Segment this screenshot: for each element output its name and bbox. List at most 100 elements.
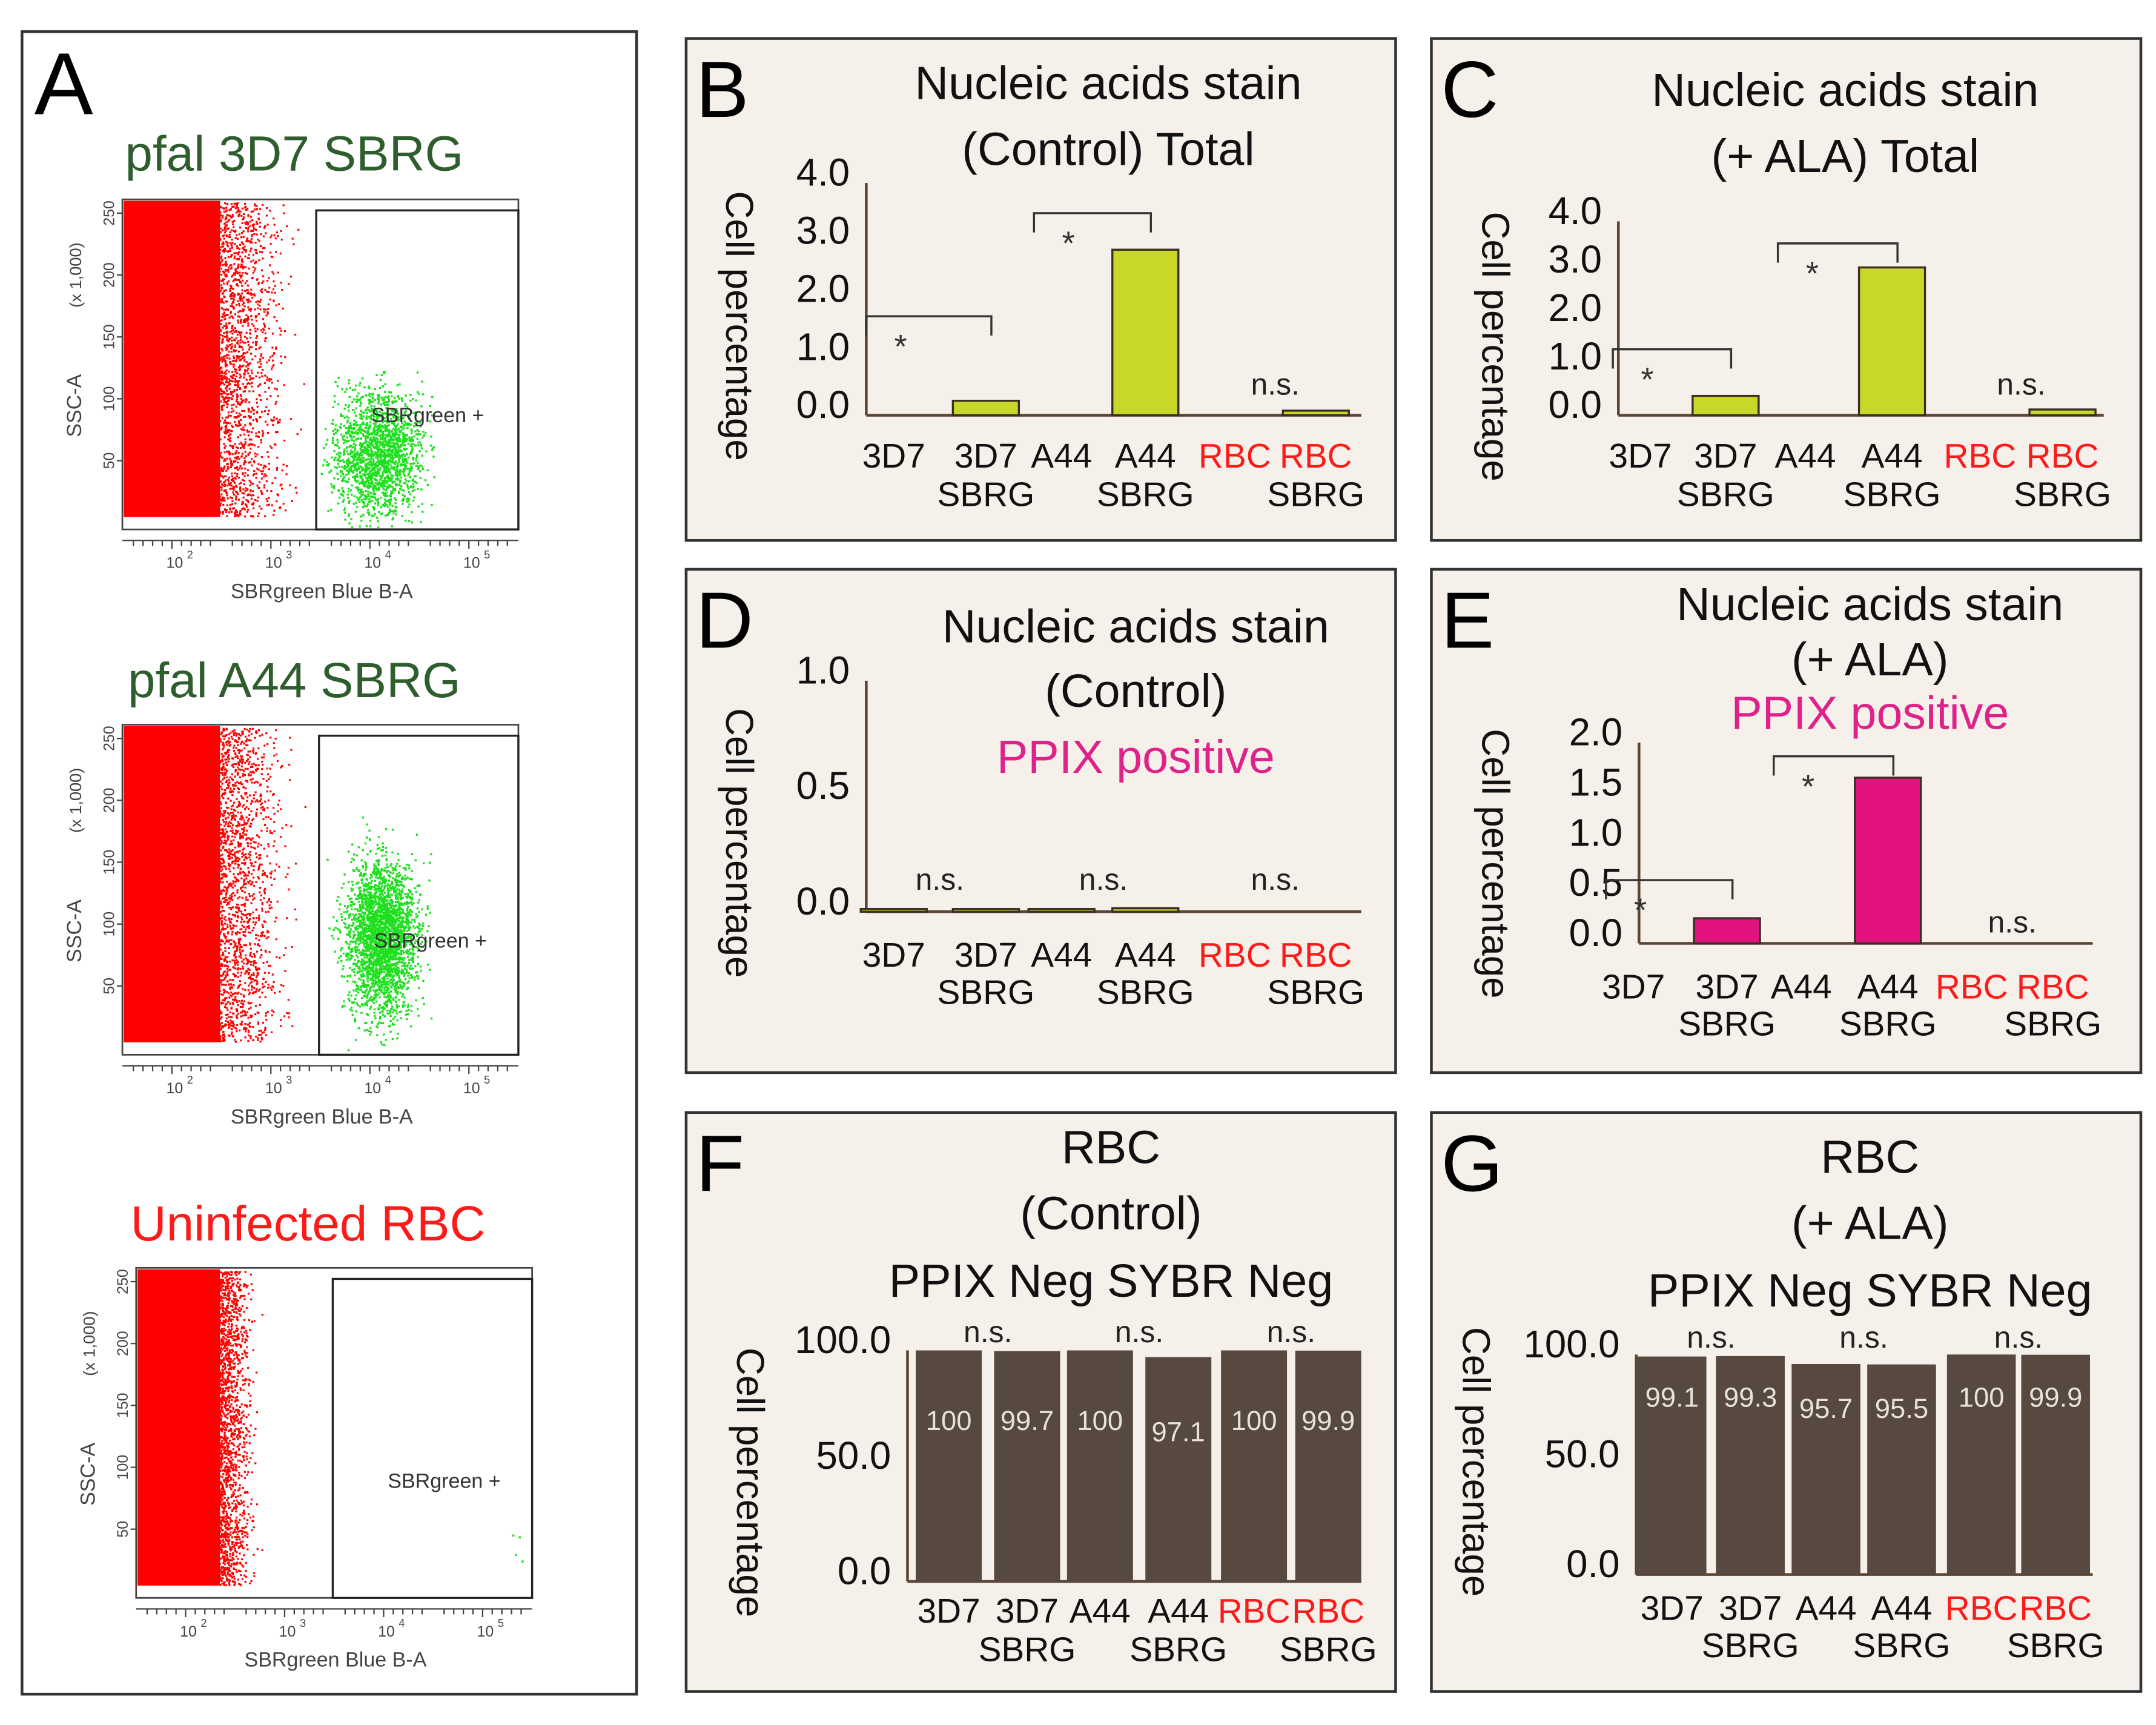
- chart-title-line: (+ ALA): [1791, 1197, 1949, 1250]
- flow-plot: pfal A44 SBRG SBRgreen + 250 200 150 100 50 SSC…: [63, 653, 520, 1128]
- significance-bracket: [1033, 212, 1152, 233]
- y-tick-label: 200: [101, 262, 117, 288]
- significance-marker: n.s.: [1267, 1315, 1315, 1349]
- category-label: 3D7: [862, 936, 925, 975]
- category-label: RBC: [1199, 936, 1271, 975]
- significance-marker: *: [1634, 892, 1647, 929]
- y-tick-label: 1.5: [1569, 761, 1622, 804]
- y-axis-label: Cell percentage: [718, 191, 761, 460]
- y-tick-label: 0.5: [1569, 861, 1622, 904]
- y-tick-label: 200: [114, 1331, 131, 1356]
- y-tick-label: 3.0: [796, 209, 850, 252]
- bar: [994, 1351, 1060, 1581]
- panel-letter: E: [1441, 575, 1494, 664]
- category-label: RBC: [1199, 437, 1271, 475]
- category-label: A44: [1796, 1590, 1857, 1628]
- category-label: 3D7: [996, 1592, 1059, 1631]
- x-tick-exponent: 4: [398, 1617, 405, 1629]
- significance-marker: n.s.: [1997, 368, 2046, 402]
- significance-marker: *: [1806, 255, 1819, 292]
- panel-letter: F: [696, 1119, 744, 1208]
- y-tick-label: 150: [101, 850, 117, 875]
- y-tick-label: 50: [114, 1521, 131, 1538]
- y-tick-label: 2.0: [1549, 286, 1602, 329]
- bar: [2028, 408, 2097, 417]
- significance-marker: n.s.: [1079, 862, 1128, 896]
- y-axis-label: SSC-A: [63, 374, 86, 437]
- y-tick-label: 150: [114, 1393, 131, 1419]
- flow-plot-title: pfal A44 SBRG: [128, 653, 461, 708]
- bar-chart: E Nucleic acids stain(+ ALA)PPIX positive…: [1441, 575, 2101, 1044]
- chart-subtitle-ppix: PPIX positive: [997, 731, 1275, 783]
- y-tick-label: 100.0: [795, 1319, 891, 1362]
- bar-value-label: 100: [1231, 1405, 1277, 1436]
- category-label: A44: [1862, 437, 1923, 475]
- flow-plot-title: pfal 3D7 SBRG: [125, 127, 464, 182]
- bar: [1693, 917, 1761, 945]
- bar: [1638, 1356, 1707, 1575]
- significance-marker: n.s.: [1115, 1315, 1164, 1349]
- bar: [1867, 1364, 1936, 1575]
- x-tick-label: 10: [463, 1080, 480, 1097]
- category-label-line2: SBRG: [1678, 1005, 1776, 1044]
- y-axis-label: Cell percentage: [1455, 1327, 1498, 1597]
- category-label-line2: SBRG: [1097, 973, 1194, 1011]
- y-tick-label: 0.0: [1549, 383, 1602, 426]
- significance-marker: *: [894, 328, 907, 365]
- x-axis-label: SBRgreen Blue B-A: [231, 580, 413, 603]
- panel-e-chart: E Nucleic acids stain (+ ALA) PPIX positive…: [1430, 568, 2143, 1074]
- x-tick-exponent: 4: [385, 549, 391, 561]
- bar-chart: G RBC (+ ALA) PPIX Neg SYBR Neg Cell percent…: [1441, 1119, 2104, 1665]
- y-tick-label: 50.0: [816, 1434, 891, 1477]
- significance-bracket: [865, 315, 993, 336]
- y-tick-label: 250: [114, 1269, 131, 1294]
- y-tick-label: 100: [101, 912, 117, 937]
- x-tick-label: 10: [477, 1623, 494, 1640]
- significance-marker: n.s.: [964, 1315, 1013, 1349]
- bar-value-label: 95.7: [1799, 1393, 1853, 1424]
- significance-marker: *: [1062, 225, 1074, 262]
- x-tick-exponent: 5: [484, 549, 490, 561]
- category-label: A44: [1775, 437, 1836, 475]
- chart-title-line: RBC: [1820, 1131, 1919, 1184]
- bar-value-label: 95.5: [1875, 1393, 1928, 1424]
- panel-f-chart: F RBC (Control) PPIX Neg SYBR Neg Cell perce…: [684, 1111, 1397, 1693]
- y-axis-unit: (x 1,000): [80, 1311, 99, 1376]
- chart-title-line: Nucleic acids stain: [1652, 64, 2039, 116]
- y-tick-label: 1.0: [1569, 811, 1622, 854]
- bar-value-label: 99.3: [1724, 1382, 1777, 1413]
- chart-title-line: (Control): [1020, 1188, 1202, 1240]
- y-tick-label: 50.0: [1545, 1433, 1620, 1476]
- category-label: 3D7: [1602, 968, 1665, 1006]
- y-tick-label: 0.5: [796, 764, 850, 807]
- y-tick-label: 50: [101, 978, 117, 995]
- bar-value-label: 99.1: [1645, 1382, 1699, 1413]
- y-tick-label: 0.0: [838, 1550, 891, 1593]
- category-label-line2: SBRG: [1702, 1627, 1799, 1665]
- category-label: RBC: [1280, 437, 1352, 475]
- gate-label: SBRgreen +: [371, 404, 484, 427]
- bar-value-label: 100: [1077, 1405, 1123, 1436]
- significance-bracket: [1605, 879, 1734, 899]
- panel-letter: D: [696, 575, 753, 664]
- y-tick-label: 1.0: [796, 325, 850, 368]
- y-axis-unit: (x 1,000): [66, 242, 85, 307]
- x-tick-exponent: 3: [286, 549, 292, 561]
- chart-title-line: RBC: [1062, 1122, 1160, 1174]
- panel-letter: B: [696, 45, 749, 134]
- chart-subtitle-ppix: PPIX positive: [1731, 687, 2009, 739]
- panel-g-chart: G RBC (+ ALA) PPIX Neg SYBR Neg Cell percent…: [1430, 1111, 2143, 1693]
- category-label-line2: SBRG: [2014, 476, 2111, 514]
- x-tick-label: 10: [180, 1623, 197, 1640]
- bar: [1111, 907, 1180, 913]
- gate-label: SBRgreen +: [388, 1470, 500, 1493]
- panel-c-chart: C Nucleic acids stain (+ ALA) Total Cell pe…: [1430, 37, 2143, 542]
- bar: [1027, 908, 1096, 913]
- category-label-line2: SBRG: [1853, 1627, 1951, 1665]
- x-tick-exponent: 5: [484, 1074, 490, 1086]
- category-label: RBC: [1936, 968, 2008, 1006]
- category-label-line2: SBRG: [1844, 476, 1941, 514]
- significance-marker: n.s.: [1251, 862, 1300, 896]
- sbrgreen-gate: [318, 734, 520, 1056]
- panel-b-chart: B Nucleic acids stain (Control) Total Cell …: [684, 37, 1397, 542]
